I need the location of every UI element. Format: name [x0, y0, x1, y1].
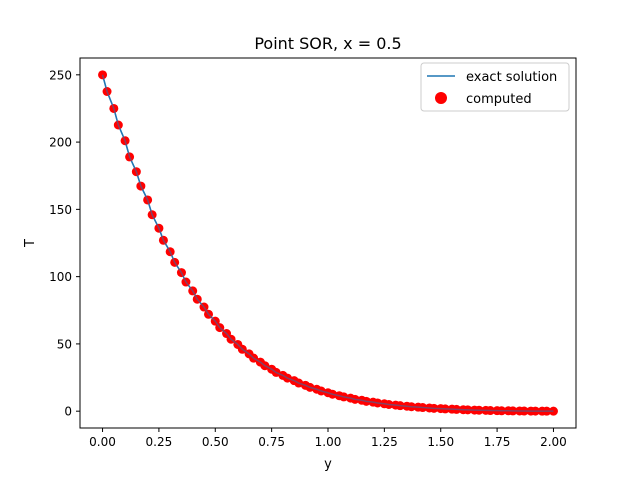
- series-line-overlay: [101, 74, 554, 412]
- legend: exact solution computed: [420, 62, 570, 112]
- y-tick-label: 200: [49, 136, 72, 150]
- y-tick-label: 250: [49, 68, 72, 82]
- x-tick-label: 2.00: [540, 435, 567, 449]
- legend-swatch-computed: [435, 92, 447, 104]
- legend-label-computed: computed: [466, 92, 532, 107]
- y-tick-label: 50: [57, 337, 72, 351]
- y-tick-label: 150: [49, 203, 72, 217]
- series-layer: [98, 70, 558, 416]
- chart-title: Point SOR, x = 0.5: [254, 34, 401, 53]
- x-tick-label: 0.75: [258, 435, 285, 449]
- x-tick-label: 0.00: [89, 435, 116, 449]
- x-axis: 0.00 0.25 0.50 0.75 1.00 1.25 1.50 1.75 2.00: [89, 428, 567, 449]
- x-tick-label: 1.00: [315, 435, 342, 449]
- y-axis-label: T: [23, 239, 38, 248]
- x-tick-label: 0.50: [202, 435, 229, 449]
- y-tick-label: 0: [64, 405, 72, 419]
- x-tick-label: 1.50: [427, 435, 454, 449]
- legend-frame: [420, 62, 570, 112]
- plot-area: [79, 57, 577, 429]
- x-tick-label: 1.75: [484, 435, 511, 449]
- legend-label-exact-solution: exact solution: [466, 70, 557, 85]
- x-axis-label: y: [324, 457, 332, 472]
- x-tick-label: 1.25: [371, 435, 398, 449]
- y-tick-label: 100: [49, 270, 72, 284]
- x-tick-label: 0.25: [146, 435, 173, 449]
- plot-background: [80, 58, 576, 428]
- y-axis: 0 50 100 150 200 250: [49, 68, 80, 419]
